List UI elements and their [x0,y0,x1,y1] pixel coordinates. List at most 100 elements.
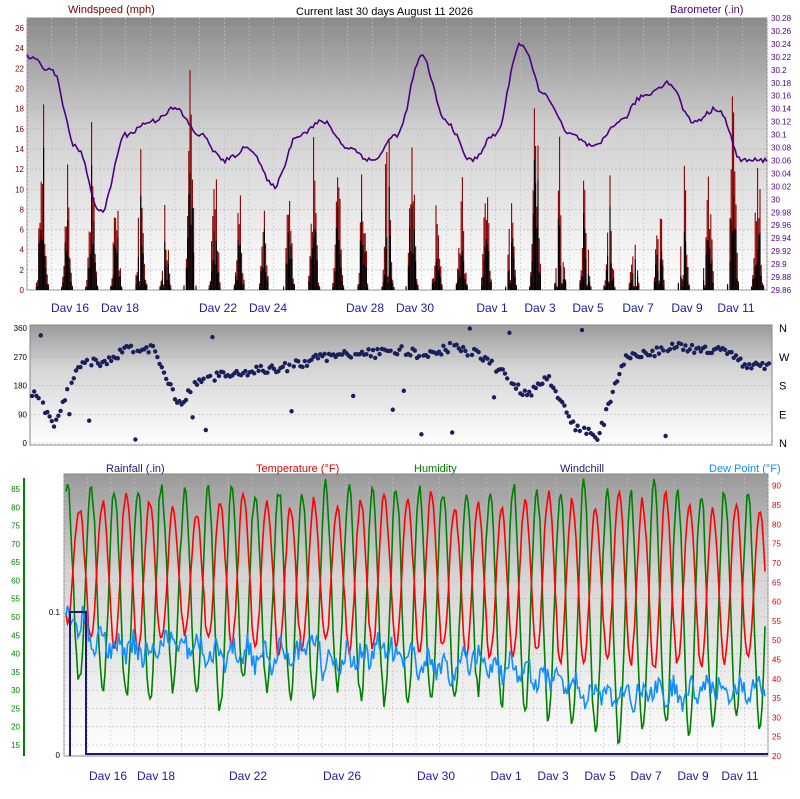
direction-dot [120,350,125,355]
direction-dot [168,382,173,387]
wind-tick-label: 12 [15,165,24,174]
direction-dot [648,352,653,358]
wind-tick-label: 26 [15,24,24,33]
direction-dot [439,352,444,357]
direction-dot [586,426,591,431]
direction-dot [157,361,162,367]
direction-dot [183,397,189,403]
direction-dot [698,349,703,354]
temperature-tick-label: 70 [772,559,781,568]
temperature-tick-label: 25 [772,733,781,742]
direction-dot [652,353,657,359]
direction-dot [621,362,626,367]
direction-dot [507,330,512,336]
wind-date-labels: Dav 16 Dav 18 Dav 22 Dav 24 Dav 28 Dav 30 Dav … [51,301,755,315]
direction-dot [573,428,578,433]
chart-title: Current last 30 days August 11 2026 [296,6,473,18]
temperature-tick-label: 65 [772,578,781,587]
direction-dot [364,351,369,357]
direction-dot [375,346,380,352]
barometer-tick-label: 29.92 [771,247,792,256]
date-label: Dav 18 [101,301,139,315]
direction-dot [489,358,494,363]
direction-dot [252,371,257,376]
date-label: Dav 28 [346,301,384,315]
direction-dot [58,408,63,414]
wind-gust-series [35,147,765,290]
barometer-tick-label: 30.12 [771,118,792,127]
wind-tick-label: 2 [20,266,25,275]
legend-rainfall: Rainfall (.in) [106,463,165,475]
direction-dot [212,378,217,383]
direction-dot [373,355,378,361]
humidity-series [65,478,766,745]
direction-dot [366,347,371,352]
wind-tick-label: 10 [15,185,24,194]
rain-tick-label: 0 [56,751,61,760]
direction-dot [87,418,92,423]
direction-dot [115,356,121,361]
direction-dot [639,354,644,360]
direction-dot [480,358,486,363]
direction-dot [628,356,633,361]
direction-dot [300,364,305,370]
direction-dot [153,349,158,354]
direction-dot [661,348,666,353]
direction-dot [441,343,446,348]
direction-dot [738,356,743,361]
direction-dot [597,430,602,436]
direction-dot [243,368,248,374]
direction-dot [45,409,50,415]
direction-dot [62,398,68,403]
direction-dot [582,425,587,431]
direction-dot [67,411,72,417]
direction-dot [500,367,505,372]
direction-dot [681,347,686,352]
humidity-tick-label: 80 [11,503,20,512]
date-label: Dav 11 [717,301,754,315]
direction-dot [425,354,431,360]
temp-axis-ticks: 15 20 25 30 35 40 45 50 55 60 65 70 75 80 85 20 25 30 35 40… [11,478,781,761]
date-label: Dav 24 [249,301,287,315]
direction-dot [102,358,107,364]
dew-point-series [65,605,766,713]
direction-dot [388,348,393,353]
direction-dot [463,348,468,354]
direction-dot [36,396,41,401]
direction-dot [170,387,175,392]
direction-dot [73,368,79,373]
date-label: Dav 5 [572,301,604,315]
direction-dot [546,374,552,379]
direction-dot [564,410,569,415]
direction-dot [84,357,90,363]
humidity-tick-label: 55 [11,595,20,604]
barometer-series [26,42,768,214]
direction-dot [742,362,747,367]
direction-dot [302,358,307,364]
direction-dot [595,437,600,442]
barometer-tick-label: 30.26 [771,27,792,36]
direction-dot [511,382,516,387]
direction-dot [51,424,57,429]
compass-label: S [779,381,786,393]
direction-dot [188,389,193,395]
humidity-tick-label: 15 [11,741,20,750]
legend-windchill: Windchill [560,463,604,475]
direction-dot [214,370,219,375]
direction-dot [164,376,169,382]
direction-dot [289,409,294,414]
date-label: Dav 1 [490,769,522,783]
direction-dot [395,351,400,357]
direction-dot [256,368,261,373]
direction-dot [689,342,695,348]
direction-dot [674,344,679,350]
barometer-tick-label: 30.22 [771,53,792,62]
humidity-tick-label: 40 [11,650,20,659]
direction-dot [733,353,739,358]
direction-dot [447,340,453,346]
direction-dot [208,373,213,379]
temperature-tick-label: 30 [772,713,781,722]
direction-dot [760,360,765,366]
temperature-tick-label: 90 [772,482,781,491]
